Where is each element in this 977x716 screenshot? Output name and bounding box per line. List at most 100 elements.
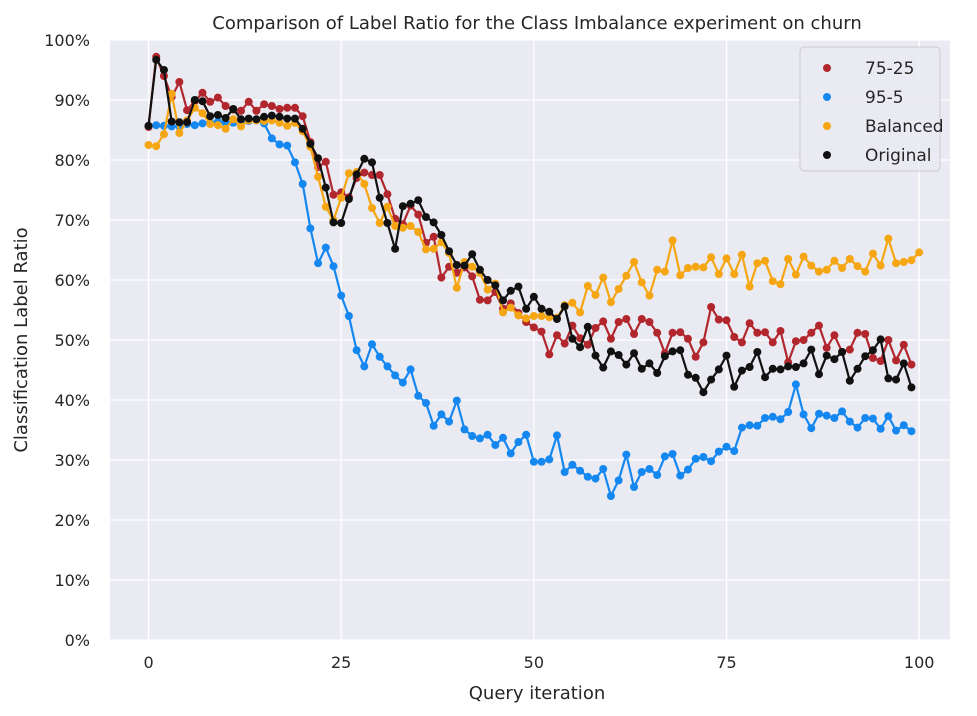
data-point bbox=[321, 202, 330, 211]
y-axis-label: Classification Label Ratio bbox=[11, 227, 32, 452]
data-point bbox=[468, 250, 477, 259]
data-point bbox=[822, 411, 831, 420]
data-point bbox=[814, 409, 823, 418]
data-point bbox=[630, 330, 639, 338]
data-point bbox=[676, 328, 685, 337]
data-point bbox=[529, 457, 538, 466]
series-original bbox=[144, 55, 916, 397]
data-point bbox=[167, 90, 176, 98]
data-point bbox=[152, 142, 161, 151]
data-point bbox=[375, 219, 384, 227]
y-tick-label: 40% bbox=[54, 391, 90, 410]
data-point bbox=[452, 283, 461, 292]
data-point bbox=[360, 180, 369, 188]
data-point bbox=[745, 363, 754, 371]
data-point bbox=[784, 362, 793, 371]
series-95-5 bbox=[144, 116, 916, 500]
data-point bbox=[468, 272, 477, 281]
data-point bbox=[853, 328, 862, 337]
data-point bbox=[537, 304, 546, 313]
data-point bbox=[737, 250, 746, 259]
data-point bbox=[183, 118, 192, 127]
data-point bbox=[437, 231, 446, 239]
data-point bbox=[383, 202, 392, 211]
data-point bbox=[252, 106, 261, 115]
data-point bbox=[306, 224, 315, 233]
data-point bbox=[514, 282, 523, 291]
data-point bbox=[676, 471, 685, 480]
data-point bbox=[406, 365, 415, 374]
data-point bbox=[745, 319, 754, 328]
data-point bbox=[768, 412, 777, 421]
data-point bbox=[267, 134, 276, 143]
data-point bbox=[144, 141, 153, 149]
data-point bbox=[260, 112, 269, 121]
data-point bbox=[237, 115, 246, 124]
data-point bbox=[660, 352, 669, 361]
data-point bbox=[329, 190, 338, 199]
data-point bbox=[822, 343, 831, 352]
data-point bbox=[730, 447, 739, 455]
data-point bbox=[267, 111, 276, 120]
data-point bbox=[622, 271, 631, 280]
data-point bbox=[892, 375, 901, 384]
data-point bbox=[776, 327, 785, 335]
y-tick-label: 80% bbox=[54, 151, 90, 170]
data-point bbox=[683, 264, 692, 272]
data-point bbox=[907, 427, 916, 436]
series-balanced bbox=[144, 90, 924, 323]
data-point bbox=[529, 292, 538, 301]
x-tick-label: 100 bbox=[904, 653, 935, 672]
data-point bbox=[298, 112, 307, 121]
data-point bbox=[645, 318, 654, 326]
data-point bbox=[761, 256, 770, 265]
data-point bbox=[876, 357, 885, 365]
data-point bbox=[807, 424, 816, 433]
data-point bbox=[637, 315, 646, 323]
data-point bbox=[545, 307, 554, 316]
data-point bbox=[221, 102, 230, 110]
legend-label: Original bbox=[865, 146, 932, 166]
data-point bbox=[730, 270, 739, 278]
data-point bbox=[853, 423, 862, 432]
data-point bbox=[298, 124, 307, 133]
data-point bbox=[699, 453, 708, 461]
data-point bbox=[691, 373, 700, 382]
x-tick-label: 0 bbox=[143, 653, 153, 672]
data-point bbox=[722, 351, 731, 360]
data-point bbox=[429, 218, 438, 227]
data-point bbox=[868, 414, 877, 423]
data-point bbox=[329, 218, 338, 227]
data-point bbox=[884, 412, 893, 421]
data-point bbox=[198, 109, 207, 118]
data-point bbox=[506, 286, 515, 295]
data-point bbox=[321, 243, 330, 252]
data-point bbox=[352, 170, 361, 179]
data-point bbox=[522, 314, 531, 323]
data-point bbox=[344, 195, 353, 203]
x-tick-label: 75 bbox=[716, 653, 736, 672]
data-point bbox=[290, 114, 299, 123]
data-point bbox=[314, 154, 323, 163]
data-point bbox=[159, 130, 168, 139]
data-point bbox=[460, 261, 469, 270]
legend-marker bbox=[823, 122, 831, 130]
data-point bbox=[668, 236, 677, 245]
data-point bbox=[653, 369, 662, 377]
data-point bbox=[175, 118, 184, 127]
data-point bbox=[383, 190, 392, 199]
data-point bbox=[599, 465, 608, 473]
data-point bbox=[707, 375, 716, 384]
data-point bbox=[668, 347, 677, 356]
y-tick-label: 70% bbox=[54, 211, 90, 230]
data-point bbox=[791, 337, 800, 346]
data-point bbox=[568, 460, 577, 469]
data-point bbox=[853, 364, 862, 373]
data-point bbox=[499, 308, 508, 317]
y-tick-label: 50% bbox=[54, 331, 90, 350]
data-point bbox=[884, 234, 893, 243]
data-point bbox=[398, 223, 407, 232]
data-point bbox=[452, 396, 461, 405]
data-point bbox=[545, 350, 554, 359]
